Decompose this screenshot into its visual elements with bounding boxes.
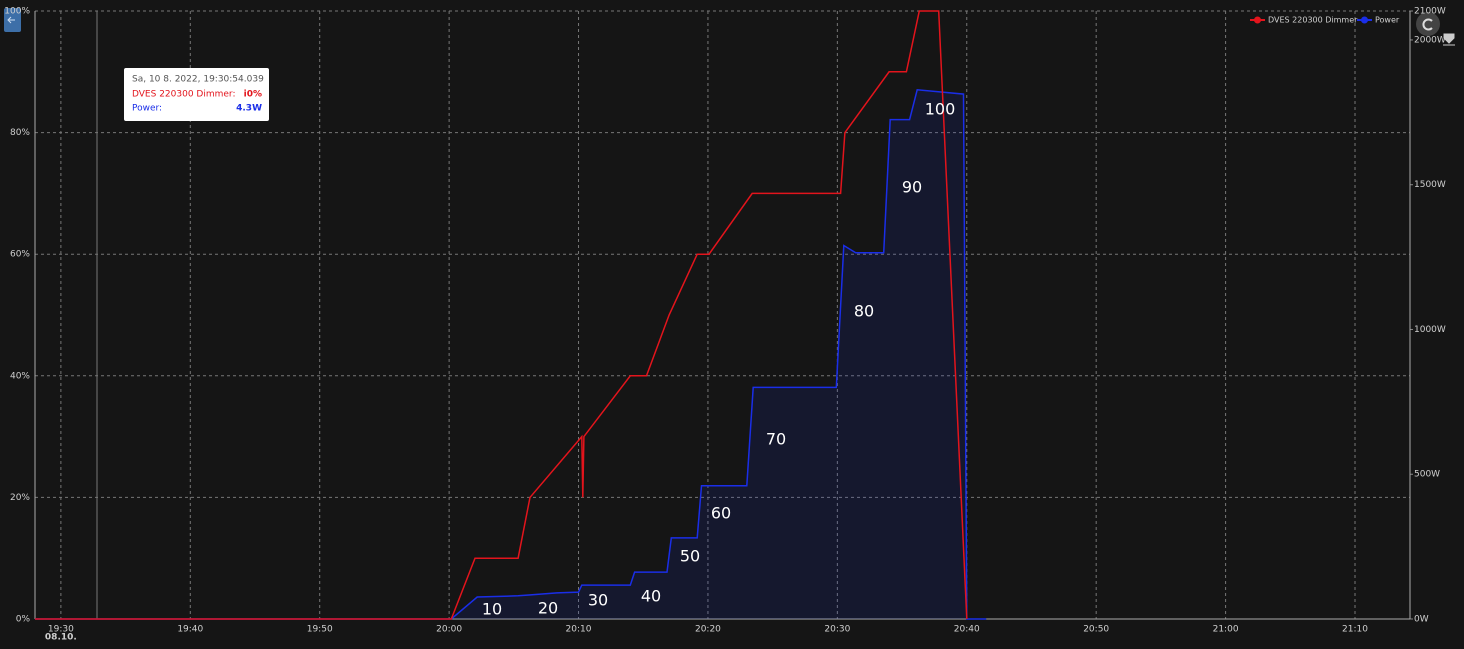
y-tick-label: 0% — [16, 615, 31, 625]
annotation: 20 — [538, 599, 558, 618]
download-button[interactable] — [1443, 33, 1455, 46]
annotation: 10 — [482, 600, 502, 619]
x-tick-label: 19:40 — [177, 625, 203, 635]
line — [35, 88, 987, 620]
x-tick-label: 20:40 — [954, 625, 980, 635]
x-date-label: 08.10. — [45, 633, 77, 643]
tooltip-value: 4.3W — [236, 104, 262, 114]
y2-tick-label: 500W — [1414, 470, 1440, 480]
y-tick-label: 40% — [10, 371, 30, 381]
legend-label: Power — [1375, 16, 1400, 25]
annotation: 100 — [925, 100, 956, 119]
y2-tick-label: 0W — [1414, 615, 1429, 625]
x-tick-label: 19:50 — [307, 625, 333, 635]
y-tick-label: 20% — [10, 493, 30, 503]
annotation: 30 — [588, 591, 608, 610]
x-tick-label: 20:50 — [1083, 625, 1109, 635]
y2-tick-label: 2100W — [1414, 7, 1446, 17]
annotation: 60 — [711, 504, 731, 523]
tooltip-time: Sa, 10 8. 2022, 19:30:54.039 — [132, 75, 264, 85]
refresh-icon — [1422, 18, 1433, 31]
tooltip-label: Power: — [132, 104, 162, 114]
annotation: 50 — [680, 547, 700, 566]
y-tick-label: 80% — [10, 128, 30, 138]
tooltip-value: i0% — [244, 90, 262, 100]
annotation: 70 — [766, 430, 786, 449]
annotation: 80 — [854, 302, 874, 321]
x-tick-label: 20:00 — [436, 625, 462, 635]
legend-swatch — [1254, 16, 1261, 24]
line — [35, 10, 968, 620]
legend-label: DVES 220300 Dimmer — [1268, 16, 1358, 25]
tooltip-label: DVES 220300 Dimmer: — [132, 90, 235, 100]
x-tick-label: 19:30 — [48, 625, 74, 635]
y2-tick-label: 1500W — [1414, 180, 1446, 190]
legend-swatch — [1361, 16, 1368, 24]
tooltip-box — [124, 68, 269, 121]
x-tick-label: 21:00 — [1213, 625, 1239, 635]
x-tick-label: 20:20 — [695, 625, 721, 635]
x-tick-label: 20:30 — [824, 625, 850, 635]
refresh-button[interactable] — [1416, 12, 1440, 36]
annotation: 90 — [902, 178, 922, 197]
annotation: 40 — [641, 587, 661, 606]
tooltip: Sa, 10 8. 2022, 19:30:54.039 DVES 220300… — [124, 68, 269, 121]
area — [35, 89, 987, 620]
y2-tick-label: 2000W — [1414, 35, 1446, 45]
x-tick-label: 20:10 — [566, 625, 592, 635]
x-tick-label: 21:10 — [1342, 625, 1368, 635]
back-icon — [7, 16, 15, 24]
y-tick-label: 60% — [10, 250, 30, 260]
y2-tick-label: 1000W — [1414, 325, 1446, 335]
y-tick-label: 100% — [4, 7, 30, 17]
